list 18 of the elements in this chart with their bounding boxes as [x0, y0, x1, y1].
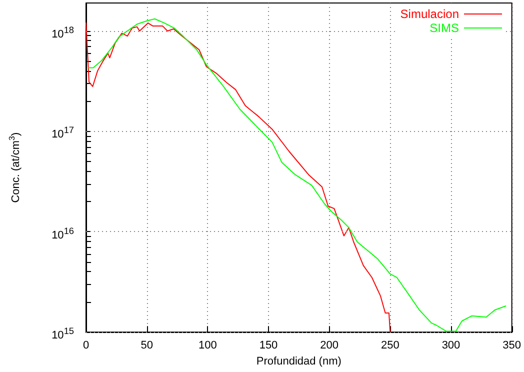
x-tick-label: 50	[140, 340, 153, 352]
legend-label: SIMS	[430, 21, 459, 35]
y-tick-label: 10$^{17}$	[52, 124, 74, 142]
x-tick-label: 350	[502, 340, 522, 352]
x-axis-title: Profundidad (nm)	[256, 356, 342, 368]
x-tick-label: 300	[442, 340, 460, 352]
line-series	[88, 18, 506, 332]
x-tick-label: 250	[380, 340, 400, 352]
y-tick-label: 10$^{16}$	[52, 224, 74, 242]
x-tick-label: 0	[82, 340, 90, 352]
legend-label: Simulacion	[400, 7, 459, 21]
y-tick-label: 10$^{15}$	[52, 325, 74, 343]
x-tick-label: 150	[259, 340, 278, 352]
x-tick-label: 200	[320, 340, 339, 352]
x-tick-label: 100	[198, 340, 217, 352]
line-series	[86, 22, 391, 333]
y-tick-label: 10$^{18}$	[52, 24, 74, 42]
y-axis-title: Conc. (at/cm3)	[8, 132, 22, 203]
